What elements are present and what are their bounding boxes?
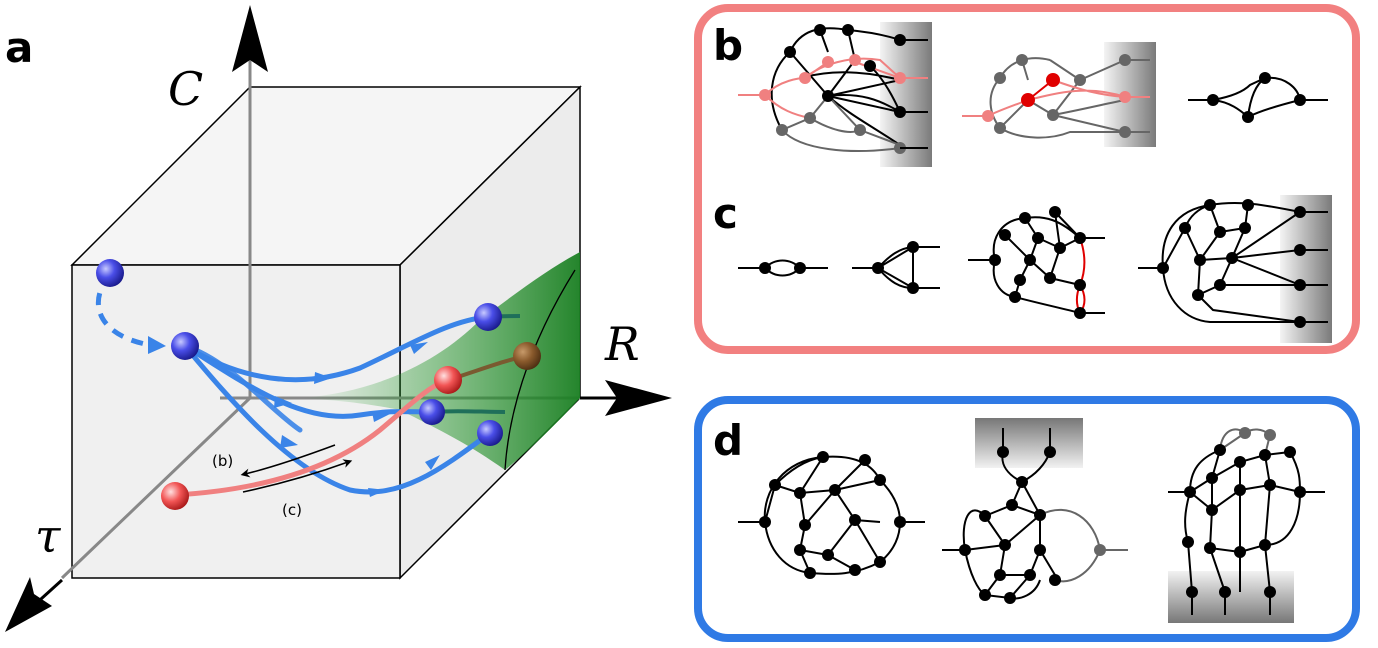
- red-path: [174, 377, 449, 498]
- panel-d-graph-3: [1168, 427, 1325, 623]
- critical-point-sphere: [513, 342, 541, 370]
- axis-tau-label: τ: [35, 509, 62, 563]
- red-end-sphere: [434, 366, 462, 394]
- panel-a-label: a: [5, 23, 33, 72]
- path-b-arrow: [240, 444, 336, 478]
- axis-r-label: R: [604, 317, 640, 371]
- end-point-sphere-3: [477, 420, 503, 446]
- panel-c: c: [713, 189, 1332, 343]
- end-point-sphere-1: [474, 303, 502, 331]
- red-start-sphere: [161, 482, 189, 510]
- panel-d-label: d: [713, 416, 743, 465]
- panel-b-graph-1: [738, 22, 932, 167]
- panel-b-label: b: [713, 21, 743, 70]
- panel-bc-frame: [694, 4, 1360, 354]
- panel-c-graph-2: [852, 241, 940, 294]
- axis-c-label: C: [168, 62, 203, 116]
- panel-d: d: [713, 416, 1325, 623]
- panel-d-graph-1: [738, 451, 925, 579]
- tau-axis-arrow-icon: [5, 577, 52, 632]
- critical-surface: [300, 252, 580, 470]
- flow-path-3: [182, 343, 493, 495]
- panel-b-graph-3: [1188, 72, 1328, 123]
- panel-c-graph-4: [1138, 195, 1332, 343]
- r-axis-arrow-icon: [605, 380, 672, 416]
- panel-b: b: [713, 21, 1328, 167]
- panel-c-graph-1: [738, 259, 828, 277]
- panel-d-frame: [694, 396, 1360, 642]
- panel-b-graph-2: [962, 42, 1156, 147]
- end-point-sphere-2: [419, 399, 445, 425]
- flow-path-1: [182, 314, 491, 383]
- panel-c-graph-3: [968, 206, 1105, 319]
- c-axis-arrow-icon: [232, 5, 268, 72]
- start-point-sphere: [96, 259, 124, 287]
- panel-c-label: c: [713, 189, 738, 238]
- cube-front-face: [71, 264, 401, 579]
- path-b-label: (b): [212, 452, 233, 470]
- panel-a: a C R τ: [5, 5, 672, 632]
- path-c-label: (c): [282, 501, 302, 519]
- tau-axis-inner: [60, 396, 252, 580]
- branch-point-sphere: [171, 332, 199, 360]
- path-c-arrow: [242, 459, 353, 493]
- panel-d-graph-2: [942, 418, 1128, 604]
